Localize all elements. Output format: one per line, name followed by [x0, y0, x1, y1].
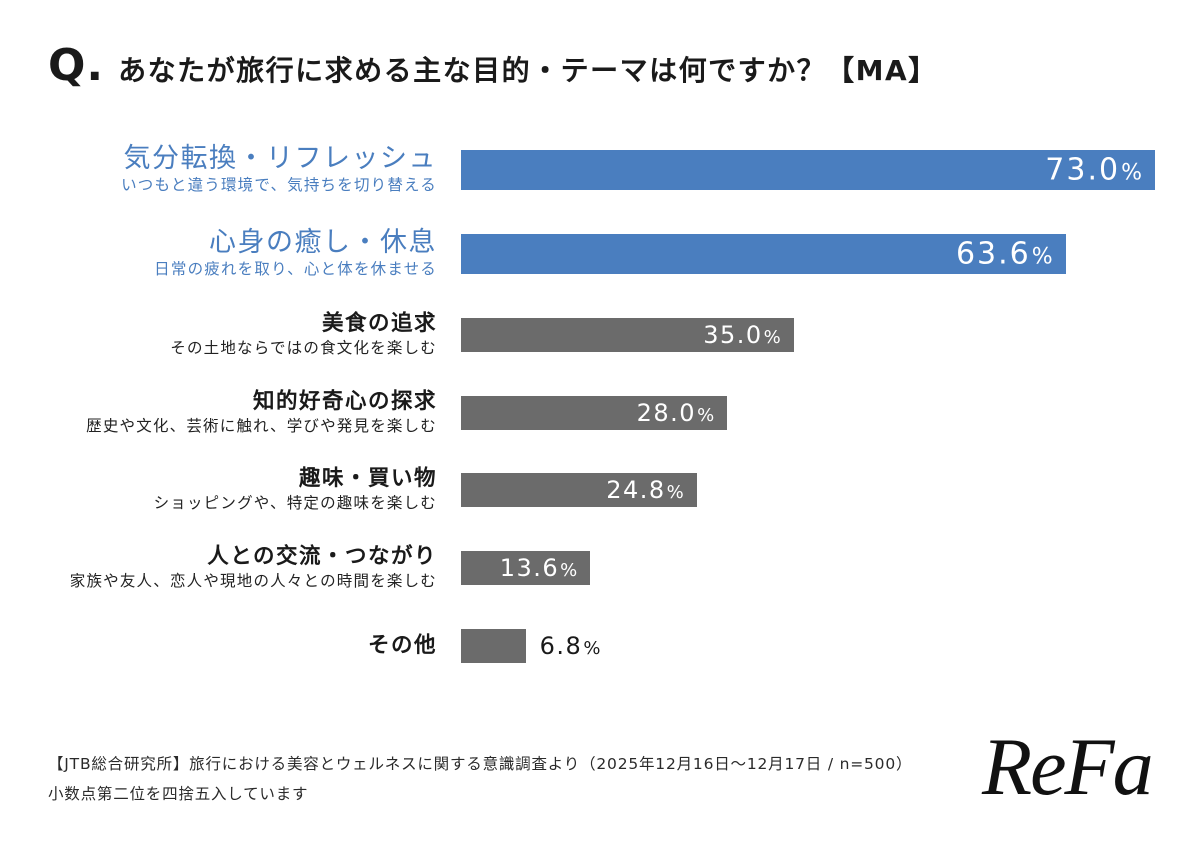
question-prefix: Q.	[48, 40, 105, 91]
bar-value-unit: %	[763, 327, 781, 348]
bar: 35.0%	[461, 318, 794, 352]
category-description: ショッピングや、特定の趣味を楽しむ	[153, 494, 437, 512]
category-description: 歴史や文化、芸術に触れ、学びや発見を楽しむ	[86, 417, 437, 435]
source-footer: 【JTB総合研究所】旅行における美容とウェルネスに関する意識調査より（2025年…	[48, 749, 912, 809]
category-label-group: 人との交流・つながり家族や友人、恋人や現地の人々との時間を楽しむ	[70, 544, 437, 592]
bar-value-number: 28.0	[636, 399, 697, 427]
bar-value-label: 13.6%	[500, 554, 578, 582]
category-label: 趣味・買い物	[298, 466, 437, 491]
bar-value-label: 6.8%	[540, 632, 601, 660]
source-citation: 【JTB総合研究所】旅行における美容とウェルネスに関する意識調査より（2025年…	[48, 755, 913, 773]
bar-value-number: 35.0	[703, 321, 763, 349]
bar: 28.0%	[461, 396, 728, 430]
bar-value-label: 28.0%	[637, 399, 715, 427]
refa-logo: ReFa	[982, 721, 1154, 812]
bar-value-number: 13.6	[499, 554, 560, 582]
bar-value-label: 63.6%	[956, 237, 1053, 272]
bar-value-label: 24.8%	[606, 476, 684, 504]
bar-value-number: 6.8	[539, 632, 583, 660]
rounding-note: 小数点第二位を四捨五入しています	[48, 785, 309, 803]
category-description: 家族や友人、恋人や現地の人々との時間を楽しむ	[69, 572, 437, 590]
bar-value-unit: %	[1031, 244, 1053, 270]
bar-value-unit: %	[560, 560, 578, 581]
category-description: その土地ならではの食文化を楽しむ	[170, 339, 437, 357]
bar-value-unit: %	[697, 405, 715, 426]
chart-title: Q. あなたが旅行に求める主な目的・テーマは何ですか？【MA】	[48, 40, 938, 91]
category-label: その他	[367, 633, 437, 658]
bar: 73.0%	[461, 150, 1155, 190]
bar-value-unit: %	[583, 638, 601, 659]
category-label-group: 心身の癒し・休息日常の疲れを取り、心と体を休ませる	[154, 228, 437, 280]
category-label: 知的好奇心の探求	[252, 389, 437, 414]
bar-value-unit: %	[666, 482, 684, 503]
bar-value-unit: %	[1121, 160, 1142, 186]
category-label: 心身の癒し・休息	[209, 227, 437, 258]
category-label-group: 趣味・買い物ショッピングや、特定の趣味を楽しむ	[154, 466, 437, 514]
bar-value-label: 73.0%	[1045, 153, 1142, 188]
category-label-group: 気分転換・リフレッシュいつもと違う環境で、気持ちを切り替える	[121, 144, 437, 196]
bar	[461, 629, 526, 663]
category-description: 日常の疲れを取り、心と体を休ませる	[154, 260, 437, 278]
bar-value-number: 73.0	[1045, 152, 1121, 188]
question-text: あなたが旅行に求める主な目的・テーマは何ですか？【MA】	[118, 54, 938, 87]
category-label-group: 美食の追求その土地ならではの食文化を楽しむ	[170, 311, 437, 359]
category-label: 美食の追求	[321, 311, 437, 336]
bar: 13.6%	[461, 551, 591, 585]
category-label-group: その他	[368, 633, 437, 659]
category-description: いつもと違う環境で、気持ちを切り替える	[121, 176, 437, 194]
bar-value-label: 35.0%	[703, 321, 781, 349]
bar: 24.8%	[461, 473, 697, 507]
category-label: 人との交流・つながり	[207, 544, 437, 569]
bar-value-number: 63.6	[955, 236, 1031, 272]
bar: 63.6%	[461, 234, 1066, 274]
bar-value-number: 24.8	[606, 476, 666, 504]
category-label: 気分転換・リフレッシュ	[123, 143, 437, 174]
category-label-group: 知的好奇心の探求歴史や文化、芸術に触れ、学びや発見を楽しむ	[86, 389, 437, 437]
